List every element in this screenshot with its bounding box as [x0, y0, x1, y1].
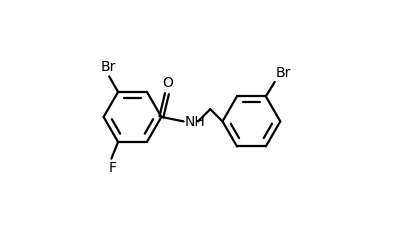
- Text: NH: NH: [185, 115, 205, 130]
- Text: O: O: [163, 76, 173, 90]
- Text: F: F: [109, 161, 117, 175]
- Text: Br: Br: [276, 66, 291, 80]
- Text: Br: Br: [100, 60, 116, 74]
